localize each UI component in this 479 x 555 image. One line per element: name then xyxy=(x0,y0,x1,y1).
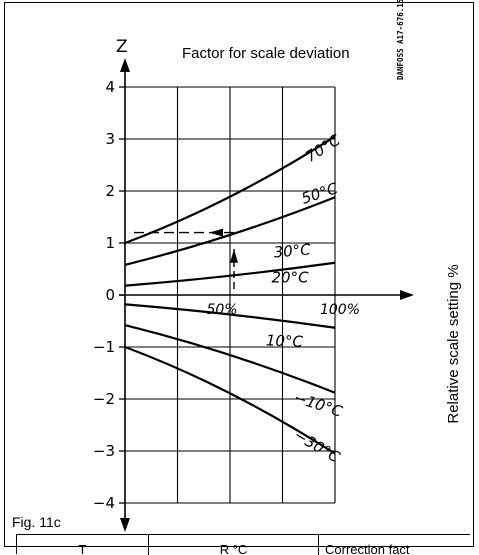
danfoss-watermark: DANFOSS A17-676.15.10 xyxy=(396,0,405,80)
y-axis-label: Z xyxy=(116,37,128,57)
series-line xyxy=(124,303,336,329)
y-tick-label: −4 xyxy=(93,494,115,512)
example-arrow-left xyxy=(209,228,223,237)
chart-series xyxy=(124,135,336,455)
example-arrow-up xyxy=(230,249,238,263)
table-header-cell: Correction fact xyxy=(325,542,410,555)
table-header-cell: R °C xyxy=(149,535,319,555)
y-tick-label: 2 xyxy=(105,182,115,200)
figure-frame xyxy=(4,2,474,547)
y-tick-label: 0 xyxy=(105,286,115,304)
series-label: 70°C xyxy=(302,131,343,166)
y-tick-label: −2 xyxy=(93,390,115,408)
y-axis-arrow-up xyxy=(120,58,130,72)
chart-grid xyxy=(125,86,336,504)
annotation-label: 20°C xyxy=(272,269,310,287)
chart-title: Factor for scale deviation xyxy=(182,45,350,62)
series-line xyxy=(124,345,336,455)
figure-label: Fig. 11c xyxy=(12,514,61,530)
series-label: −10°C xyxy=(292,388,345,421)
x-axis-label: Relative scale setting % xyxy=(445,264,462,423)
series-line xyxy=(124,324,336,394)
y-tick-label: −3 xyxy=(93,442,115,460)
y-tick-label: 4 xyxy=(105,78,115,96)
correction-table: T R °C Correction fact xyxy=(16,534,470,555)
series-label: 30°C xyxy=(273,240,312,261)
chart-axes xyxy=(119,58,414,532)
series-line xyxy=(124,261,336,287)
series-label: 10°C xyxy=(266,331,304,350)
x-tick-label: 50% xyxy=(206,302,237,318)
y-tick-label: −1 xyxy=(93,338,115,356)
y-tick-label: 3 xyxy=(105,130,115,148)
series-line xyxy=(124,196,336,266)
y-axis-arrow-down xyxy=(120,518,130,532)
y-tick-label: 1 xyxy=(105,234,115,252)
table-header-cell: T xyxy=(17,535,149,555)
x-tick-label: 100% xyxy=(320,302,360,318)
series-label: −30°C xyxy=(291,426,343,467)
x-axis-arrow xyxy=(400,290,414,300)
